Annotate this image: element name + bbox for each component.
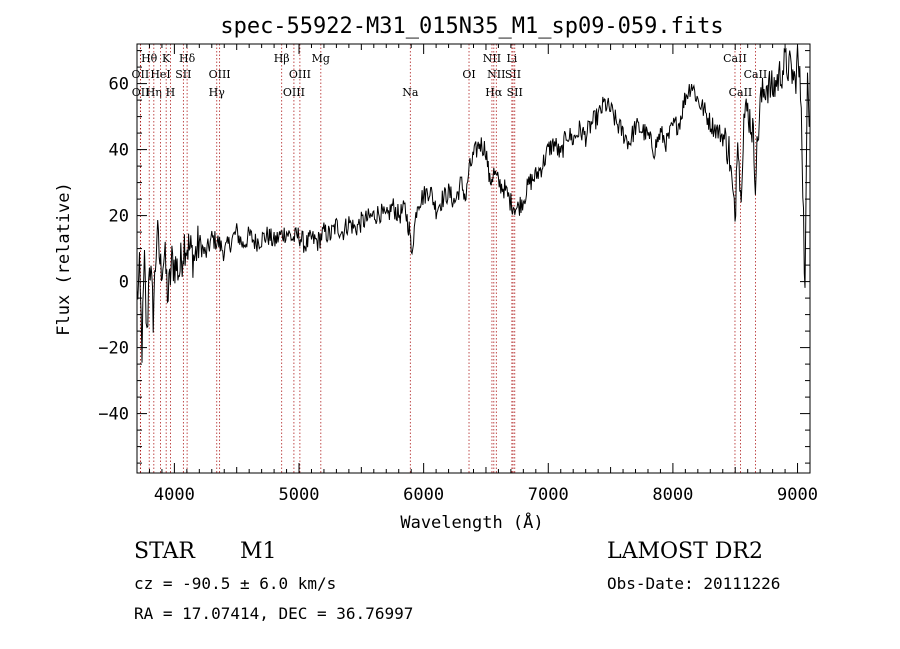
spectral-line-label: SII <box>505 68 521 81</box>
spectral-line-label: Li <box>506 52 517 65</box>
spectral-line-label: Na <box>402 86 419 99</box>
y-axis: −40 −20 0 20 40 60 <box>98 50 810 464</box>
survey-name: LAMOST DR2 <box>607 539 763 564</box>
spectral-line-label: CaII <box>729 86 753 99</box>
chart-title: spec-55922-M31_015N35_M1_sp09-059.fits <box>220 14 723 39</box>
x-tick-label: 8000 <box>652 485 693 505</box>
y-tick-label: 60 <box>109 75 129 95</box>
spectral-line-label: OII <box>132 68 150 81</box>
y-tick-label: −20 <box>98 339 129 359</box>
spectral-line-label: Hθ <box>141 52 158 65</box>
spectral-line-label: OIII <box>289 68 311 81</box>
spectral-line-label: Mg <box>312 52 330 65</box>
x-tick-label: 7000 <box>528 485 569 505</box>
y-tick-label: 20 <box>109 207 129 227</box>
x-tick-label: 9000 <box>777 485 818 505</box>
spectral-line-label: SII <box>507 86 523 99</box>
spectral-line-label: CaII <box>744 68 768 81</box>
spectral-line-label: OI <box>462 68 475 81</box>
spectral-line-label: OIII <box>283 86 305 99</box>
spectral-line-label: HeI <box>150 68 170 81</box>
x-tick-label: 6000 <box>403 485 444 505</box>
spectral-line-label: NII <box>487 68 505 81</box>
observation-date: Obs-Date: 20111226 <box>607 574 781 593</box>
x-tick-label: 5000 <box>279 485 320 505</box>
y-tick-label: 40 <box>109 141 129 161</box>
y-tick-label: 0 <box>119 273 129 293</box>
spectral-line-label: OIII <box>209 68 231 81</box>
spectral-line-label: Hη <box>146 86 162 99</box>
spectral-line-label: CaII <box>723 52 747 65</box>
x-axis: 4000 5000 6000 7000 8000 9000 <box>148 44 818 505</box>
y-tick-label: −40 <box>98 405 129 425</box>
x-axis-label: Wavelength (Å) <box>400 511 543 533</box>
object-class: STAR <box>134 539 195 564</box>
spectral-lines-layer: HθOIIOIIHηHeIKHSIIHδOIIIHγHβOIIIOIIIMgNa… <box>132 44 768 473</box>
spectrum-series-line <box>136 45 811 363</box>
spectral-line-label: Hα <box>485 86 503 99</box>
spectral-line-label: H <box>166 86 176 99</box>
y-axis-label: Flux (relative) <box>54 182 74 336</box>
spectrum-layer <box>136 45 811 363</box>
object-subclass: M1 <box>240 539 277 564</box>
x-tick-label: 4000 <box>154 485 195 505</box>
spectral-line-label: OII <box>132 86 150 99</box>
spectral-line-label: NII <box>483 52 501 65</box>
redshift-velocity: cz = -90.5 ± 6.0 km/s <box>134 574 337 593</box>
spectral-line-label: K <box>162 52 171 65</box>
spectral-line-label: Hδ <box>179 52 196 65</box>
spectral-line-label: Hβ <box>274 52 290 65</box>
spectral-line-label: Hγ <box>209 86 226 99</box>
spectral-line-label: SII <box>175 68 191 81</box>
plot-frame <box>136 43 811 474</box>
sky-coordinates: RA = 17.07414, DEC = 36.76997 <box>134 604 414 623</box>
